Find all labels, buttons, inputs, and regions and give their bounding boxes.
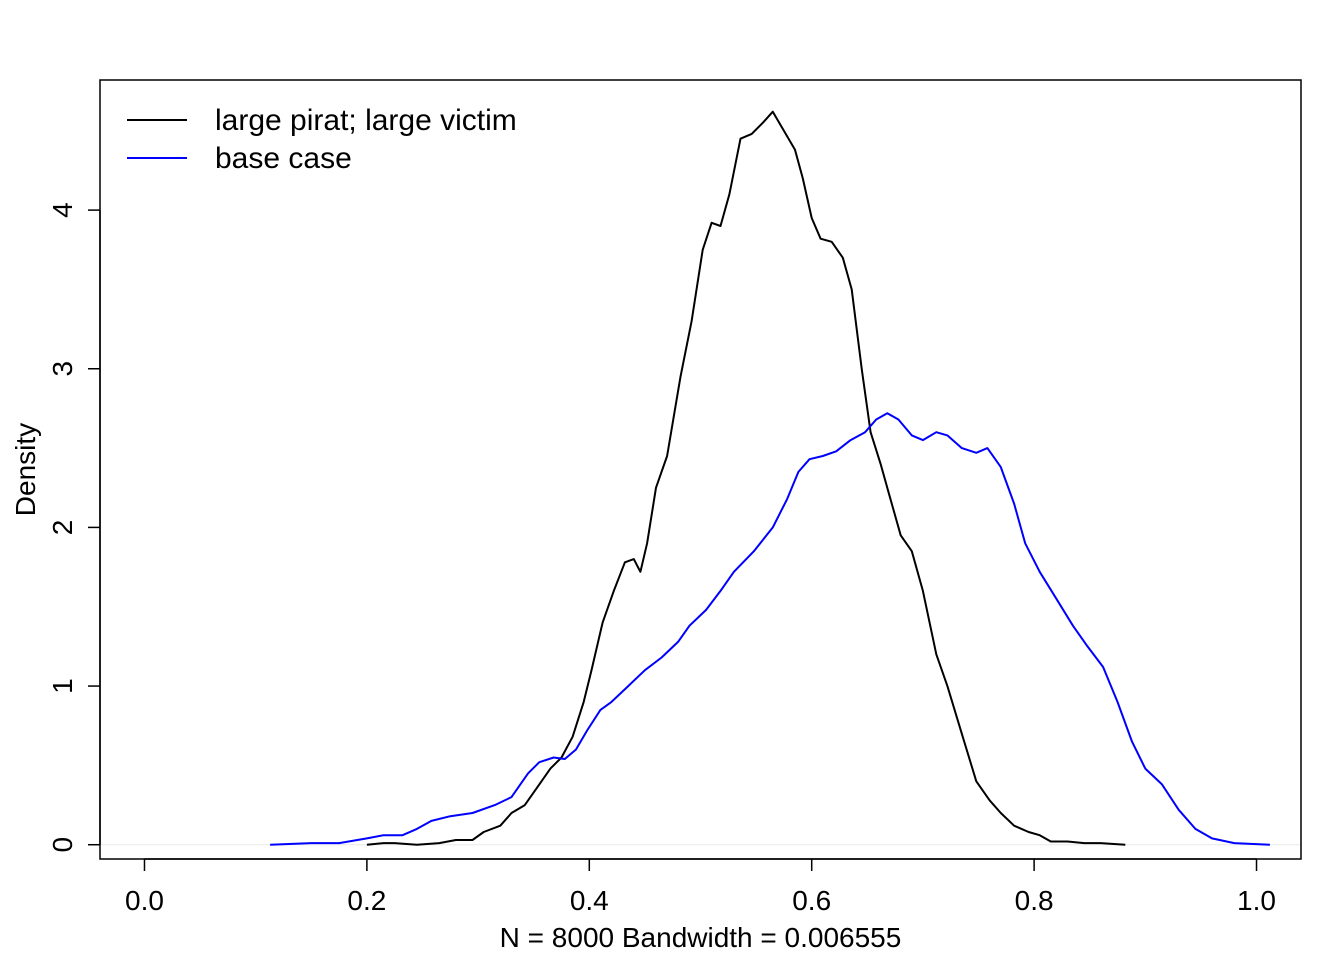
legend-label: base case	[215, 142, 352, 175]
x-tick-label: 0.2	[347, 885, 386, 916]
y-tick-label: 3	[47, 361, 78, 377]
y-tick-label: 0	[47, 837, 78, 853]
y-tick-label: 4	[47, 202, 78, 218]
x-tick-label: 0.8	[1015, 885, 1054, 916]
y-axis-label: Density	[10, 423, 41, 516]
legend-label: large pirat; large victim	[215, 104, 517, 137]
x-axis-label: N = 8000 Bandwidth = 0.006555	[500, 922, 902, 953]
y-tick-label: 1	[47, 678, 78, 694]
x-axis: 0.0 0.2 0.4 0.6 0.8 1.0	[125, 858, 1276, 916]
y-axis: 0 1 2 3 4	[47, 202, 101, 853]
series-layer	[270, 110, 1270, 846]
series-line-1	[366, 110, 1126, 846]
x-tick-label: 0.4	[570, 885, 609, 916]
x-tick-label: 1.0	[1237, 885, 1276, 916]
legend: large pirat; large victim base case	[127, 104, 517, 175]
x-tick-label: 0.0	[125, 885, 164, 916]
x-tick-label: 0.6	[792, 885, 831, 916]
y-tick-label: 2	[47, 520, 78, 536]
series-line-2	[270, 412, 1270, 846]
